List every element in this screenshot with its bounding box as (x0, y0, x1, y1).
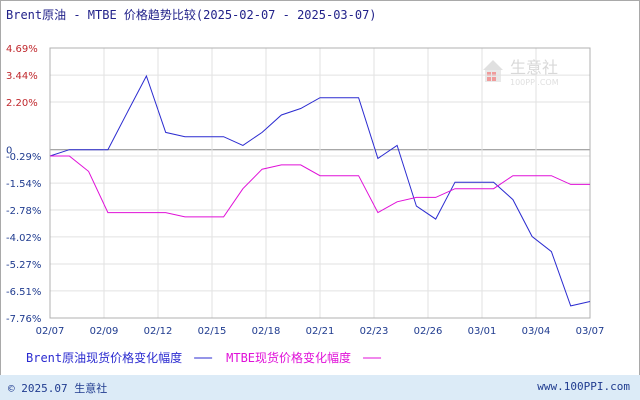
legend-label-1: Brent原油现货价格变化幅度 (26, 350, 182, 365)
y-tick-label: -4.02% (6, 233, 41, 244)
y-tick-label: 0 (6, 146, 12, 157)
y-tick-label: -2.78% (6, 206, 41, 217)
footer-copyright: © 2025.07 生意社 (8, 382, 108, 395)
x-tick-label: 03/04 (522, 326, 551, 337)
series-line-1 (49, 74, 591, 307)
x-tick-label: 03/01 (468, 326, 497, 337)
legend-label-2: MTBE现货价格变化幅度 (226, 350, 351, 365)
x-tick-label: 02/07 (36, 326, 65, 337)
y-tick-label: -6.51% (6, 287, 41, 298)
x-tick-label: 02/18 (252, 326, 281, 337)
footer-band (0, 375, 640, 400)
x-tick-label: 02/21 (306, 326, 335, 337)
y-tick-label: -5.27% (6, 260, 41, 271)
y-tick-label: 3.44% (6, 71, 38, 82)
x-tick-label: 02/09 (90, 326, 119, 337)
x-tick-label: 02/12 (144, 326, 173, 337)
chart-title: Brent原油 - MTBE 价格趋势比较(2025-02-07 - 2025-… (6, 8, 377, 22)
footer-site-link[interactable]: www.100PPI.com (537, 380, 630, 393)
watermark-brand: 生意社 (510, 58, 558, 77)
y-tick-label: 2.20% (6, 98, 38, 109)
x-tick-label: 02/15 (198, 326, 227, 337)
y-tick-label: -1.54% (6, 179, 41, 190)
x-tick-label: 02/26 (414, 326, 443, 337)
plot-area-border (49, 47, 591, 319)
y-tick-label: 4.69% (6, 44, 38, 55)
x-tick-label: 03/07 (576, 326, 605, 337)
watermark-url: 100PPI.COM (510, 78, 559, 87)
watermark-logo: 生意社 100PPI.COM (483, 58, 559, 87)
y-tick-label: -7.76% (6, 314, 41, 325)
y-tick-label: -0.29% (6, 152, 41, 163)
x-tick-label: 02/23 (360, 326, 389, 337)
series-line-2 (50, 155, 590, 218)
